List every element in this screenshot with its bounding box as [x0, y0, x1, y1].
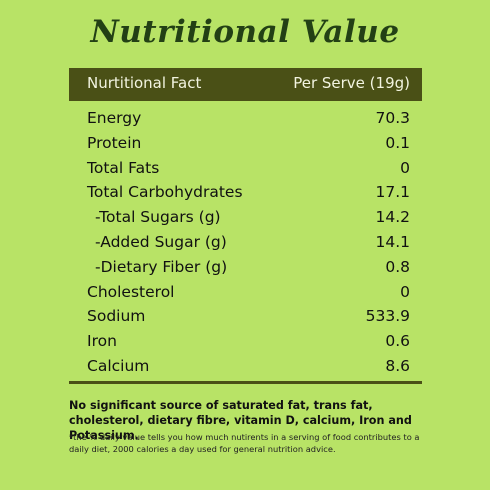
row-label: Energy	[87, 109, 142, 127]
table-row-calcium: Calcium 8.6	[69, 354, 422, 379]
row-value: 0.8	[385, 257, 410, 276]
table-row-protein: Protein 0.1	[69, 131, 422, 156]
table-row-total-carbohydrates: Total Carbohydrates 17.1	[69, 180, 422, 205]
row-label: Protein	[87, 133, 142, 152]
table-row-total-fats: Total Fats 0	[69, 156, 422, 181]
row-label: Cholesterol	[87, 282, 175, 301]
daily-value-footnote: *the % daily value tells you how much nu…	[69, 432, 420, 454]
nutrition-table: Energy 70.3 Protein 0.1 Total Fats 0 Tot…	[69, 106, 422, 379]
row-label: -Dietary Fiber (g)	[95, 257, 228, 276]
table-row-added-sugar: -Added Sugar (g) 14.1	[69, 230, 422, 255]
table-row-cholesterol: Cholesterol 0	[69, 280, 422, 305]
table-bottom-rule	[69, 381, 422, 384]
table-top-rule	[69, 99, 422, 101]
row-value: 533.9	[365, 307, 410, 326]
row-label: -Added Sugar (g)	[95, 232, 227, 251]
row-value: 0.6	[385, 332, 410, 351]
row-value: 70.3	[375, 109, 410, 127]
row-value: 14.2	[375, 208, 410, 227]
page-title: Nutritional Value	[90, 14, 400, 50]
row-value: 8.6	[385, 356, 410, 375]
table-row-iron: Iron 0.6	[69, 329, 422, 354]
row-value: 0.1	[385, 133, 410, 152]
row-label: Total Fats	[87, 158, 160, 177]
row-label: -Total Sugars (g)	[95, 208, 221, 227]
table-row-dietary-fiber: -Dietary Fiber (g) 0.8	[69, 255, 422, 280]
row-value: 0	[400, 158, 410, 177]
row-label: Calcium	[87, 356, 150, 375]
row-value: 17.1	[375, 183, 410, 202]
table-header: Nurtitional Fact Per Serve (19g)	[69, 68, 422, 99]
table-row-total-sugars: -Total Sugars (g) 14.2	[69, 205, 422, 230]
row-value: 14.1	[375, 232, 410, 251]
row-label: Total Carbohydrates	[87, 183, 243, 202]
header-fact-label: Nurtitional Fact	[87, 74, 202, 92]
table-row-sodium: Sodium 533.9	[69, 304, 422, 329]
disclaimer-note: No significant source of saturated fat, …	[69, 399, 412, 442]
row-label: Iron	[87, 332, 117, 351]
header-serve-label: Per Serve (19g)	[293, 74, 410, 92]
row-value: 0	[400, 282, 410, 301]
table-row-energy: Energy 70.3	[69, 106, 422, 131]
row-label: Sodium	[87, 307, 146, 326]
